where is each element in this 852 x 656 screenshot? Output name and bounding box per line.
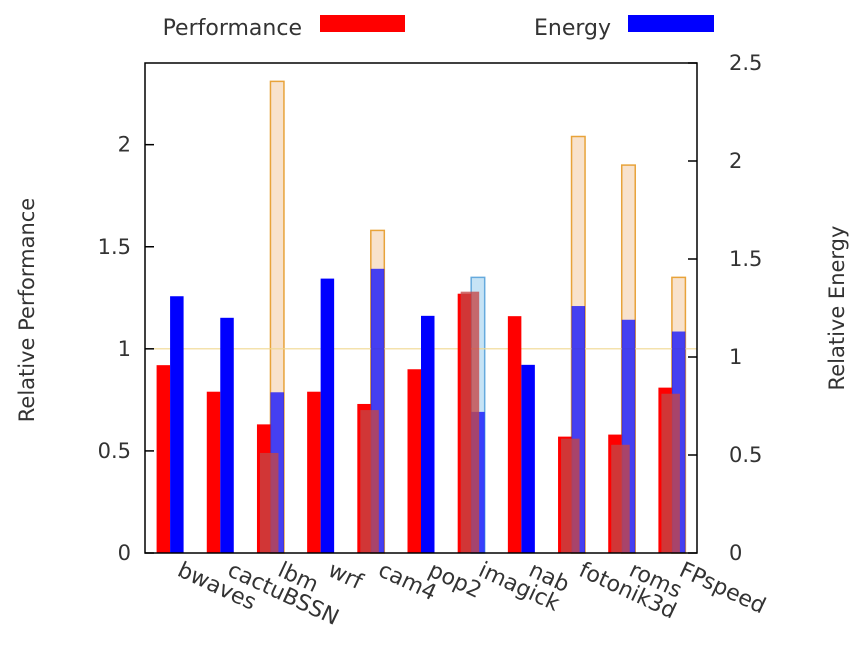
y2-tick-label: 1 [729, 345, 742, 369]
y-tick-label: 0.5 [98, 439, 131, 463]
y-axis-title: Relative Performance [15, 198, 39, 422]
x-tick-label: FPspeed [675, 558, 769, 620]
y2-tick-label: 0 [729, 541, 742, 565]
left-axis: 0 0.5 1 1.5 2 [98, 133, 154, 565]
right-axis: 0 0.5 1 1.5 2 2.5 [688, 51, 762, 565]
inner-bar-FPspeed [661, 393, 680, 553]
bar-energy-bwaves [170, 296, 184, 553]
bar-performance-wrf [307, 391, 321, 553]
x-tick-label: wrf [324, 558, 367, 596]
y-tick-label: 2 [118, 133, 131, 157]
bars-group [145, 80, 697, 554]
bar-energy-cactuBSSN [220, 317, 234, 553]
y2-tick-label: 0.5 [729, 443, 762, 467]
plot-frame [144, 62, 698, 554]
legend-swatch-performance [320, 15, 405, 32]
bar-performance-bwaves [156, 365, 171, 553]
bar-energy-pop2 [421, 315, 435, 553]
legend: Performance Energy [163, 15, 714, 41]
bar-energy-wrf [320, 278, 335, 553]
y2-tick-label: 2.5 [729, 51, 762, 75]
inner-bar-imagick [460, 291, 480, 553]
y-tick-label: 1.5 [98, 235, 131, 259]
y2-tick-label: 1.5 [729, 247, 762, 271]
y-tick-label: 0 [118, 541, 131, 565]
inner-bar-roms [611, 444, 630, 553]
inner-bar-cam4 [360, 410, 379, 553]
bar-performance-nab [507, 316, 522, 553]
legend-label-energy: Energy [534, 16, 611, 41]
legend-swatch-energy [628, 15, 714, 32]
y-tick-label: 1 [118, 337, 131, 361]
inner-bar-lbm [259, 452, 279, 553]
bar-energy-nab [521, 364, 535, 553]
y2-axis-title: Relative Energy [825, 226, 849, 391]
bar-performance-cactuBSSN [206, 391, 221, 553]
inner-bar-fotonik3d [561, 438, 580, 553]
legend-label-performance: Performance [163, 16, 302, 41]
y2-tick-label: 2 [729, 149, 742, 173]
plot-border [144, 62, 698, 554]
bar-performance-pop2 [407, 369, 421, 553]
